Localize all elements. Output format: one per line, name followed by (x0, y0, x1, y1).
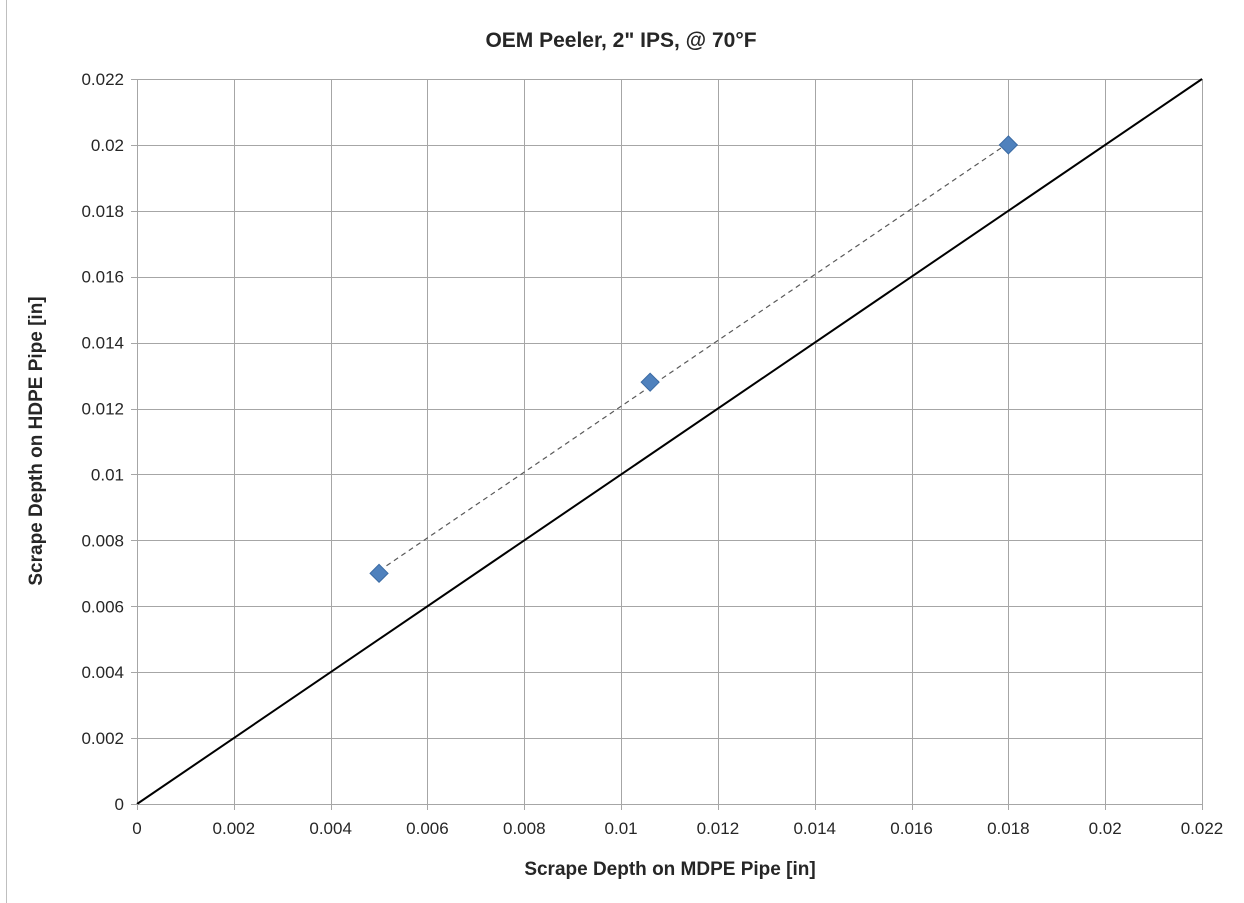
x-tick-label: 0.014 (793, 819, 836, 838)
gridlines (137, 79, 1203, 805)
x-tick-label: 0.016 (890, 819, 933, 838)
x-axis-ticks: 0 0.002 0.004 0.006 0.008 0.01 0.012 0.014 0.016… (132, 804, 1223, 838)
data-point-diamond (998, 135, 1019, 155)
x-tick-label: 0.004 (309, 819, 352, 838)
x-axis-title: Scrape Depth on MDPE Pipe [in] (524, 859, 815, 880)
trendline (378, 142, 1009, 572)
y-axis-ticks: 0 0.002 0.004 0.006 0.008 0.01 0.012 0.014 0.016… (81, 70, 137, 814)
x-tick-label: 0 (132, 819, 141, 838)
y-tick-label: 0.02 (91, 136, 124, 155)
y-tick-label: 0.016 (81, 268, 124, 287)
data-points (369, 135, 1019, 584)
x-tick-label: 0.01 (605, 819, 638, 838)
reference-line-group (136, 78, 1203, 805)
y-tick-label: 0 (115, 795, 124, 814)
x-tick-label: 0.02 (1089, 819, 1122, 838)
x-tick-label: 0.008 (503, 819, 546, 838)
reference-line-1to1 (136, 78, 1203, 805)
y-tick-label: 0.004 (81, 663, 124, 682)
y-tick-label: 0.01 (91, 465, 124, 484)
y-tick-label: 0.018 (81, 202, 124, 221)
y-axis-title: Scrape Depth on HDPE Pipe [in] (26, 296, 47, 585)
y-tick-label: 0.006 (81, 597, 124, 616)
y-tick-label: 0.014 (81, 334, 124, 353)
y-tick-label: 0.022 (81, 70, 124, 89)
x-tick-label: 0.002 (213, 819, 256, 838)
chart-title: OEM Peeler, 2" IPS, @ 70°F (485, 29, 756, 52)
x-tick-label: 0.006 (406, 819, 449, 838)
data-point-diamond (640, 372, 660, 392)
data-point-diamond (369, 563, 389, 584)
y-tick-label: 0.012 (81, 400, 124, 419)
x-tick-label: 0.018 (987, 819, 1030, 838)
y-tick-label: 0.008 (81, 531, 124, 550)
x-tick-label: 0.012 (697, 819, 740, 838)
x-tick-label: 0.022 (1181, 819, 1224, 838)
y-tick-label: 0.002 (81, 729, 124, 748)
trendline-group (378, 142, 1009, 572)
